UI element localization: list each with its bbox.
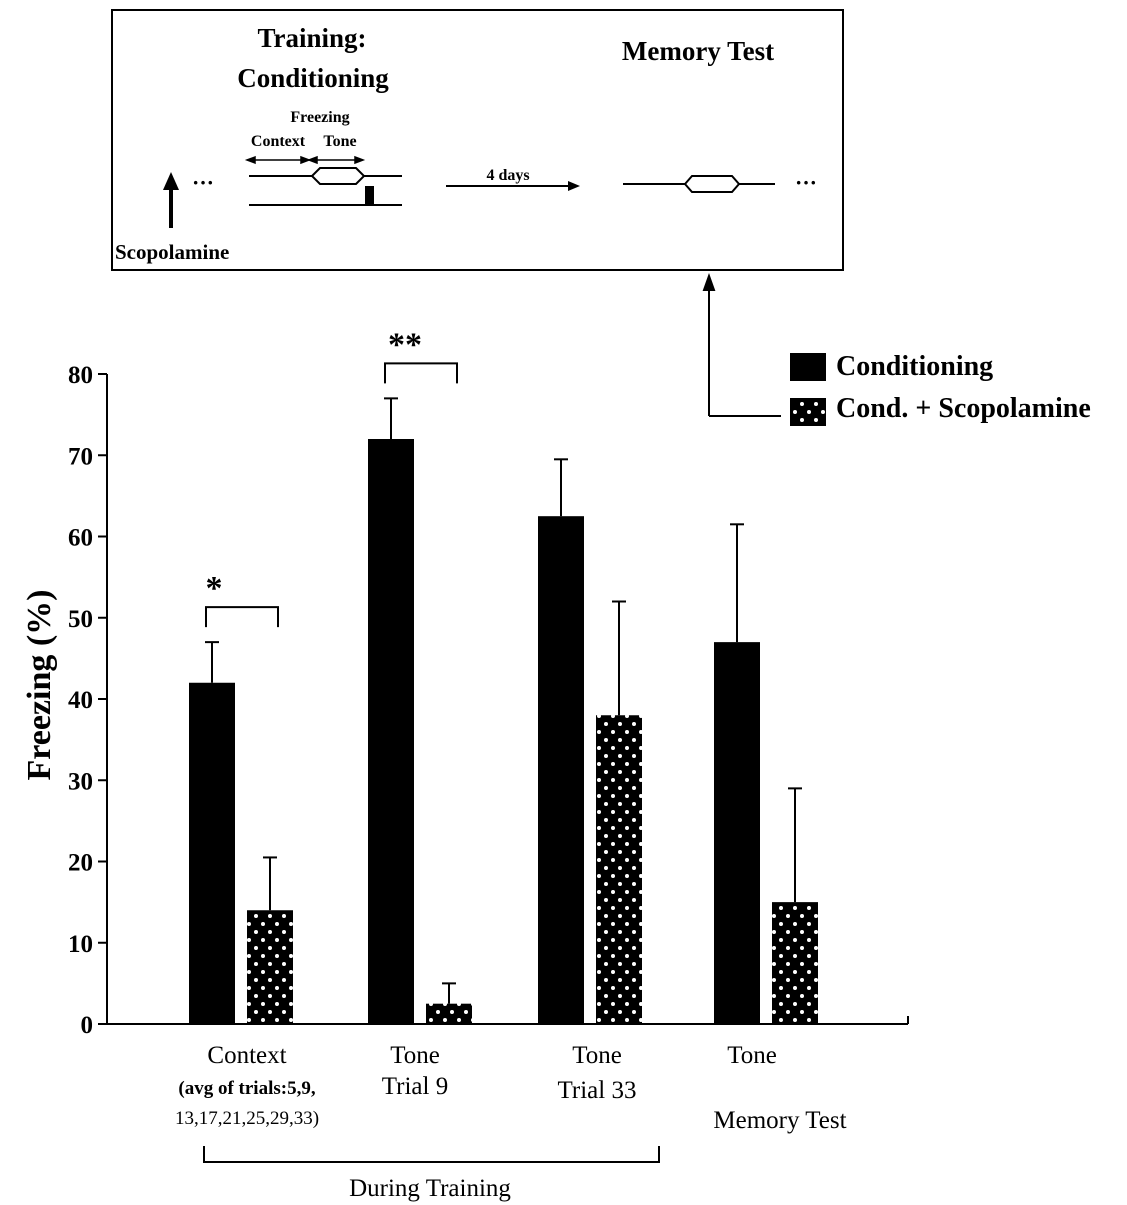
during-training-bracket: During Training	[203, 1146, 660, 1202]
legend-label-scopolamine: Cond. + Scopolamine	[836, 393, 1091, 424]
memory-connector	[702, 273, 781, 417]
scopolamine-label: Scopolamine	[115, 240, 229, 264]
group-bracket	[203, 1146, 660, 1163]
category-label: Context	[207, 1042, 286, 1069]
inset-training-title-1: Training:	[257, 23, 366, 53]
delay-label: 4 days	[486, 167, 529, 184]
category-label: Memory Test	[713, 1107, 846, 1134]
category-label: Trial 9	[382, 1073, 448, 1100]
significance-label: **	[388, 326, 422, 363]
bar-conditioning	[714, 642, 760, 1024]
y-tick-label: 80	[68, 362, 93, 389]
category-label: Tone	[390, 1042, 440, 1069]
interval-arrows	[244, 155, 366, 165]
legend-label-conditioning: Conditioning	[836, 351, 993, 382]
inset-context-label: Context	[251, 133, 306, 150]
bar-cond-scopolamine	[596, 715, 642, 1024]
category-label: Tone	[727, 1042, 777, 1069]
shock-marker	[365, 186, 374, 205]
bar-conditioning	[538, 516, 584, 1024]
y-tick-label: 70	[68, 443, 93, 470]
y-tick-label: 50	[68, 606, 93, 633]
ellipsis-left: ···	[192, 170, 214, 195]
bar-cond-scopolamine	[426, 1003, 472, 1024]
memory-trace	[623, 175, 775, 193]
legend: Conditioning Cond. + Scopolamine	[790, 351, 1091, 426]
scopolamine-arrow	[163, 172, 179, 228]
category-label: 13,17,21,25,29,33)	[175, 1108, 319, 1129]
legend-swatch-scopolamine	[790, 398, 826, 426]
training-trace	[249, 167, 402, 206]
inset-frame	[111, 9, 844, 271]
significance-markers: ***	[205, 326, 458, 628]
inset-training-title-2: Conditioning	[237, 63, 389, 93]
protocol-inset: Training: Conditioning Memory Test Freez…	[111, 9, 844, 271]
significance-bracket	[205, 606, 279, 628]
bar-cond-scopolamine	[247, 910, 293, 1024]
significance-bracket	[384, 362, 458, 384]
bars	[189, 439, 818, 1024]
category-labels: Context (avg of trials:5,9, 13,17,21,25,29…	[175, 1042, 847, 1134]
inset-freezing-label: Freezing	[290, 109, 349, 126]
significance-label: *	[206, 570, 223, 607]
y-ticks: 0 10 20 30 40 50 60 70 80	[68, 362, 107, 1039]
y-tick-label: 60	[68, 525, 93, 552]
group-label: During Training	[349, 1175, 511, 1202]
y-tick-label: 20	[68, 850, 93, 877]
bar-cond-scopolamine	[772, 902, 818, 1024]
inset-memory-title: Memory Test	[622, 36, 774, 66]
inset-tone-label: Tone	[323, 133, 356, 150]
delay-arrow	[446, 181, 580, 191]
y-tick-label: 30	[68, 768, 93, 795]
bar-conditioning	[368, 439, 414, 1024]
category-label: Tone	[572, 1042, 622, 1069]
category-label: (avg of trials:5,9,	[178, 1078, 315, 1099]
bar-conditioning	[189, 682, 235, 1024]
y-tick-label: 0	[81, 1012, 94, 1039]
legend-swatch-conditioning	[790, 353, 826, 381]
y-tick-label: 10	[68, 931, 93, 958]
ellipsis-right: ···	[795, 170, 817, 195]
error-bars	[205, 397, 802, 1004]
y-tick-label: 40	[68, 687, 93, 714]
category-label: Trial 33	[558, 1077, 637, 1104]
y-axis-label: Freezing (%)	[21, 589, 58, 780]
